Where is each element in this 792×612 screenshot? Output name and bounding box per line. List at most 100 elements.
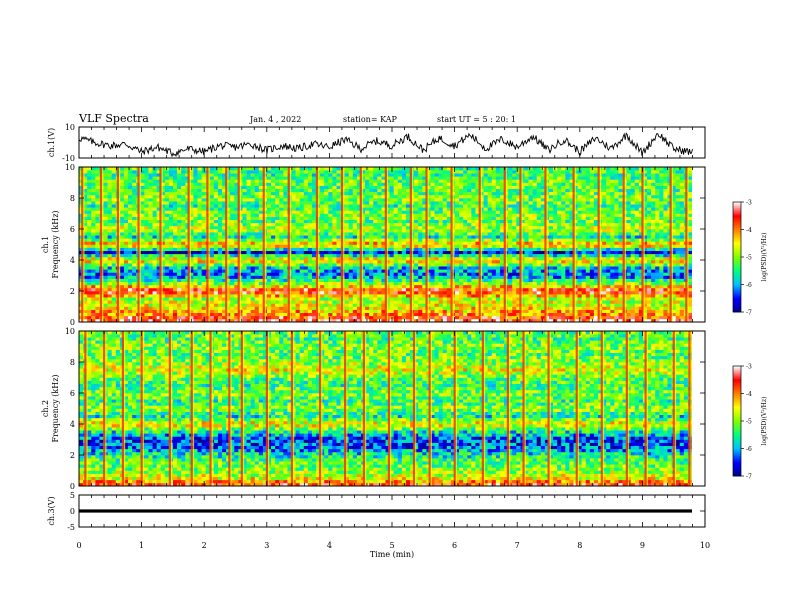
ch1-spectrogram-cell xyxy=(532,263,538,267)
ch1-spectrogram-cell xyxy=(528,229,533,233)
ch1-spectrogram-cell xyxy=(320,235,325,239)
ch1-spectrogram-cell xyxy=(532,281,538,286)
ch1-spectrogram-cell xyxy=(430,266,435,270)
ch1-spectrogram-cell xyxy=(111,235,117,239)
ch1-spectrogram-cell xyxy=(164,294,170,298)
ch1-spectrogram-cell xyxy=(471,312,476,317)
ch1-spectrogram-cell xyxy=(123,232,129,236)
ch1-spectrogram-cell xyxy=(369,219,374,224)
ch1-spectrogram-cell xyxy=(209,250,215,255)
ch1-spectrogram-cell xyxy=(213,300,219,304)
ch1-spectrogram-cell xyxy=(168,287,174,292)
ch1-spectrogram-cell xyxy=(405,247,411,251)
ch1-spectrogram-cell xyxy=(581,300,587,304)
ch1-spectrogram-cell xyxy=(160,297,166,301)
ch1-spectrogram-cell xyxy=(107,219,112,224)
ch1-spectrogram-cell xyxy=(246,235,251,239)
ch1-spectrogram-cell xyxy=(422,303,427,307)
ch1-spectrogram-cell xyxy=(446,266,452,270)
ch1-spectrogram-cell xyxy=(164,244,170,248)
ch1-spectrogram-cell xyxy=(132,287,137,292)
ch1-spectrogram-cell xyxy=(491,287,497,292)
ch1-spectrogram-cell xyxy=(548,229,554,233)
ch1-spectrogram-cell xyxy=(328,250,333,255)
ch1-spectrogram-cell xyxy=(401,306,407,310)
ch1-spectrogram-cell xyxy=(181,281,186,286)
ch1-spectrogram-cell xyxy=(266,263,272,267)
ch1-spectrogram-cell xyxy=(160,315,166,320)
ch1-spectrogram-cell xyxy=(181,315,186,320)
ch1-spectrogram-cell xyxy=(577,225,582,230)
ch1-spectrogram-cell xyxy=(107,303,112,307)
ch1-spectrogram-cell xyxy=(217,250,223,255)
ch1-spectrogram-cell xyxy=(307,287,313,292)
ch1-spectrogram-cell xyxy=(181,263,186,267)
ch1-spectrogram-cell xyxy=(377,244,382,248)
ch1-spectrogram-cell xyxy=(360,222,366,227)
ch1-spectrogram-cell xyxy=(659,303,664,307)
ch1-spectrogram-cell xyxy=(569,297,574,301)
ch1-spectrogram-cell xyxy=(401,300,407,304)
ch1-spectrogram-cell xyxy=(246,250,251,255)
ch1-spectrogram-cell xyxy=(87,260,92,264)
ch1-spectrogram-cell xyxy=(463,291,468,295)
ch1-spectrogram-cell xyxy=(548,250,554,255)
ch1-spectrogram-cell xyxy=(295,222,300,227)
ch1-spectrogram-cell xyxy=(111,315,117,320)
ch1-spectrogram-cell xyxy=(393,318,399,323)
ch1-spectrogram-cell xyxy=(254,281,260,286)
ch1-spectrogram-cell xyxy=(144,266,149,270)
ch1-spectrogram-cell xyxy=(369,250,374,255)
ch1-spectrogram-cell xyxy=(499,281,505,286)
ch1-spectrogram-cell xyxy=(360,235,366,239)
ch1-spectrogram-cell xyxy=(234,272,239,276)
ch1-spectrogram-cell xyxy=(172,235,178,239)
ch1-spectrogram-cell xyxy=(614,244,619,248)
ch1-spectrogram-cell xyxy=(397,250,403,255)
ch1-spectrogram-cell xyxy=(581,263,587,267)
ch1-spectrogram-cell xyxy=(123,256,129,261)
ch1-spectrogram-cell xyxy=(168,312,174,317)
ch1-spectrogram-cell xyxy=(618,225,623,230)
ch1-spectrogram-cell xyxy=(651,235,656,239)
ch1-spectrogram-cell xyxy=(528,225,533,230)
ch1-spectrogram-cell xyxy=(528,269,533,273)
ch1-spectrogram-cell xyxy=(418,244,423,248)
ch1-spectrogram-cell xyxy=(193,225,198,230)
ch1-spectrogram-cell xyxy=(454,222,460,227)
ch1-spectrogram-cell xyxy=(217,303,223,307)
ch1-spectrogram-cell xyxy=(222,241,227,245)
ch1-spectrogram-cell xyxy=(438,260,444,264)
ch1-spectrogram-cell xyxy=(356,306,362,310)
ch1-spectrogram-cell xyxy=(446,241,452,245)
ch1-spectrogram-cell xyxy=(152,306,157,310)
ch1-spectrogram-cell xyxy=(475,225,480,230)
ch1-spectrogram-cell xyxy=(585,272,591,276)
ch1-spectrogram-cell xyxy=(459,300,464,304)
ch1-spectrogram-cell xyxy=(467,247,472,251)
ch1-spectrogram-cell xyxy=(271,269,276,273)
ch1-spectrogram-cell xyxy=(360,253,366,258)
ch1-spectrogram-cell xyxy=(111,229,117,233)
ch1-spectrogram-cell xyxy=(483,232,488,236)
ch1-spectrogram-cell xyxy=(671,269,676,273)
ch1-spectrogram-cell xyxy=(217,318,223,323)
ch1-spectrogram-cell xyxy=(655,247,660,251)
ch1-spectrogram-cell xyxy=(655,284,660,289)
ch1-spectrogram-cell xyxy=(279,309,284,313)
ch1-spectrogram-cell xyxy=(487,232,493,236)
ch1-spectrogram-cell xyxy=(291,278,296,282)
ch1-spectrogram-cell xyxy=(181,284,186,289)
ch1-spectrogram-cell xyxy=(87,291,92,295)
ch1-spectrogram-cell xyxy=(365,309,370,313)
ch1-spectrogram-cell xyxy=(365,291,370,295)
ch1-spectrogram-cell xyxy=(548,300,554,304)
ch1-spectrogram-cell xyxy=(483,318,488,323)
ch1-spectrogram-cell xyxy=(483,222,488,227)
ch1-spectrogram-cell xyxy=(393,235,399,239)
ch1-spectrogram-cell xyxy=(614,247,619,251)
ch1-spectrogram-cell xyxy=(234,266,239,270)
ch1-spectrogram-cell xyxy=(561,266,566,270)
ch1-spectrogram-cell xyxy=(320,287,325,292)
ch1-spectrogram-cell xyxy=(422,241,427,245)
